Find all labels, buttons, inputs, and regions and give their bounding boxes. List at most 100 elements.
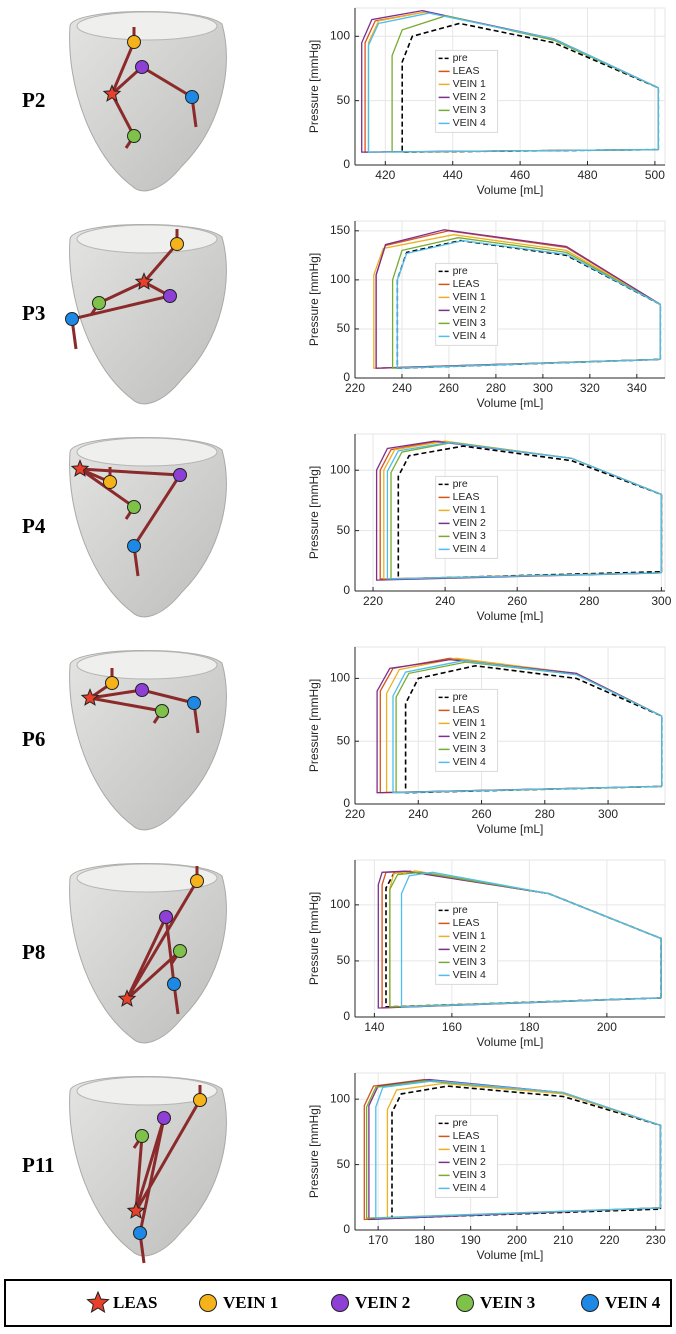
legend-box: [435, 1114, 499, 1198]
site-marker: [103, 475, 117, 489]
y-tick-label: 50: [337, 953, 351, 967]
site-marker: [190, 874, 204, 888]
x-tick-label: 240: [392, 381, 412, 395]
x-tick-label: 230: [646, 1233, 666, 1247]
heart-base: [76, 650, 218, 680]
legend-label: pre: [453, 265, 468, 277]
heart-base: [76, 11, 218, 41]
y-tick-label: 50: [337, 733, 351, 747]
legend-label: VEIN 2: [453, 517, 486, 529]
legend-label: VEIN 3: [453, 956, 486, 968]
site-marker: [127, 35, 141, 49]
site-marker: [117, 989, 137, 1007]
legend-label: LEAS: [453, 704, 480, 716]
x-axis-label: Volume [mL]: [477, 1035, 544, 1049]
x-tick-label: 240: [435, 594, 455, 608]
pv-loop: [400, 871, 662, 1008]
x-tick-label: 180: [414, 1233, 434, 1247]
heart-model: [69, 650, 227, 831]
site-legend-label: VEIN 1: [223, 1293, 278, 1312]
site-marker: [199, 1294, 217, 1312]
site-marker: [187, 696, 201, 710]
site-marker: [127, 129, 141, 143]
y-tick-label: 0: [343, 796, 350, 810]
legend-label: LEAS: [453, 917, 480, 929]
legend-label: pre: [453, 1117, 468, 1129]
y-tick-label: 0: [343, 1009, 350, 1023]
site-marker: [65, 312, 79, 326]
legend-label: pre: [453, 691, 468, 703]
x-tick-label: 240: [408, 807, 428, 821]
pv-loop: [404, 664, 663, 794]
x-tick-label: 220: [599, 1233, 619, 1247]
legend-label: VEIN 3: [453, 104, 486, 116]
x-tick-label: 340: [627, 381, 647, 395]
panel-label: P11: [22, 1153, 55, 1177]
y-axis-label: Pressure [mmHg]: [307, 253, 321, 346]
y-tick-label: 100: [330, 671, 350, 685]
heart-base: [76, 863, 218, 893]
x-tick-label: 280: [535, 807, 555, 821]
legend-box: [435, 49, 499, 133]
y-tick-label: 50: [337, 1157, 351, 1171]
legend-label: LEAS: [453, 1130, 480, 1142]
y-axis-label: Pressure [mmHg]: [307, 892, 321, 985]
legend-label: VEIN 1: [453, 78, 486, 90]
site-marker: [133, 1226, 147, 1240]
site-marker: [173, 944, 187, 958]
legend-label: VEIN 2: [453, 91, 486, 103]
site-marker: [155, 704, 169, 718]
y-tick-label: 0: [343, 1222, 350, 1236]
x-tick-label: 260: [439, 381, 459, 395]
x-tick-label: 210: [553, 1233, 573, 1247]
x-tick-label: 440: [443, 168, 463, 182]
x-axis-label: Volume [mL]: [477, 183, 544, 197]
x-tick-label: 280: [579, 594, 599, 608]
x-tick-label: 220: [363, 594, 383, 608]
legend-label: VEIN 4: [453, 756, 486, 768]
legend-label: VEIN 2: [453, 304, 486, 316]
heart-base: [76, 1076, 218, 1106]
site-marker: [86, 1290, 110, 1313]
site-marker: [126, 1201, 146, 1219]
plot-area: [354, 646, 666, 805]
y-tick-label: 50: [337, 93, 351, 107]
x-tick-label: 180: [519, 1020, 539, 1034]
vessel: [110, 65, 198, 128]
x-tick-label: 500: [645, 168, 665, 182]
x-tick-label: 200: [507, 1233, 527, 1247]
y-tick-label: 50: [337, 523, 351, 537]
legend-label: VEIN 3: [453, 1169, 486, 1181]
site-marker: [173, 468, 187, 482]
pv-loop: [392, 660, 663, 794]
site-marker: [134, 272, 154, 290]
panel-label: P2: [22, 88, 45, 112]
y-tick-label: 0: [343, 157, 350, 171]
legend-label: LEAS: [453, 65, 480, 77]
legend-label: VEIN 1: [453, 930, 486, 942]
legend-label: LEAS: [453, 278, 480, 290]
plot-area: [354, 1072, 666, 1231]
y-tick-label: 100: [330, 272, 350, 286]
site-legend-label: VEIN 3: [480, 1293, 535, 1312]
x-tick-label: 190: [461, 1233, 481, 1247]
pv-loop: [396, 239, 661, 369]
site-marker: [331, 1294, 349, 1312]
x-tick-label: 300: [533, 381, 553, 395]
site-marker: [102, 84, 122, 102]
site-marker: [193, 1093, 207, 1107]
site-marker: [135, 60, 149, 74]
legend-label: VEIN 1: [453, 504, 486, 516]
legend-box: [435, 262, 499, 346]
vessel: [70, 280, 175, 350]
x-tick-label: 260: [507, 594, 527, 608]
site-marker: [157, 1111, 171, 1125]
y-tick-label: 0: [343, 370, 350, 384]
y-tick-label: 150: [330, 223, 350, 237]
x-tick-label: 260: [472, 807, 492, 821]
y-axis-label: Pressure [mmHg]: [307, 466, 321, 559]
x-tick-label: 300: [651, 594, 671, 608]
x-tick-label: 480: [577, 168, 597, 182]
